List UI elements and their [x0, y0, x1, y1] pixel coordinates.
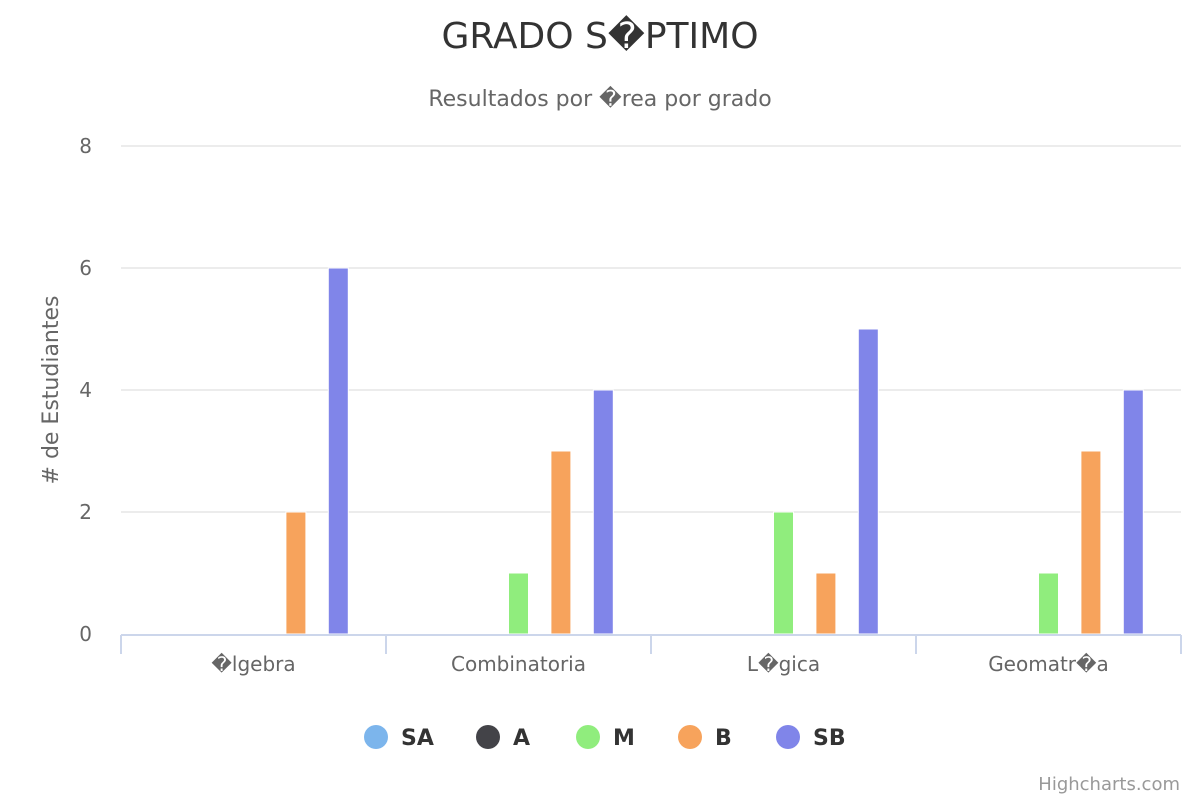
bar-m-2[interactable]: [773, 511, 794, 635]
y-tick-label: 2: [79, 500, 92, 524]
legend-label: B: [715, 726, 732, 751]
bar-m-1[interactable]: [508, 572, 529, 635]
bar-sb-2[interactable]: [857, 328, 879, 635]
chart-title: GRADO S�PTIMO: [441, 15, 758, 57]
x-tick-label: L�gica: [747, 652, 820, 676]
bar-b-2[interactable]: [815, 572, 837, 635]
bar-sb-1[interactable]: [592, 389, 614, 635]
bars: [285, 267, 1144, 635]
legend-item-b[interactable]: B: [678, 725, 732, 751]
gridlines: [121, 145, 1181, 513]
legend-label: A: [513, 726, 530, 751]
y-axis-ticks: 0 2 4 6 8: [79, 134, 92, 646]
legend-marker: [678, 725, 702, 749]
bar-sb-3[interactable]: [1122, 389, 1144, 635]
legend-label: M: [613, 726, 635, 751]
x-tick-label: Geomatr�a: [988, 652, 1109, 676]
legend-item-a[interactable]: A: [476, 725, 530, 751]
y-tick-label: 0: [79, 622, 92, 646]
bar-sb-0[interactable]: [327, 267, 349, 635]
bar-m-3[interactable]: [1038, 572, 1059, 635]
legend-label: SB: [813, 726, 846, 751]
legend-item-sb[interactable]: SB: [776, 725, 846, 751]
y-axis-title: # de Estudiantes: [39, 296, 64, 485]
y-tick-label: 6: [79, 256, 92, 280]
legend-marker: [476, 725, 500, 749]
legend-item-sa[interactable]: SA: [364, 725, 434, 751]
legend-marker: [364, 725, 388, 749]
chart-subtitle: Resultados por �rea por grado: [428, 85, 771, 112]
legend: SA A M B SB: [364, 725, 846, 751]
legend-label: SA: [401, 726, 434, 751]
legend-marker: [576, 725, 600, 749]
x-tick-label: Combinatoria: [451, 652, 586, 676]
legend-item-m[interactable]: M: [576, 725, 635, 751]
bar-b-1[interactable]: [550, 450, 572, 635]
x-axis: �lgebra Combinatoria L�gica Geomatr�a: [120, 634, 1182, 676]
legend-marker: [776, 725, 800, 749]
bar-b-0[interactable]: [285, 511, 307, 635]
bar-b-3[interactable]: [1080, 450, 1102, 635]
credits-link[interactable]: Highcharts.com: [1038, 774, 1180, 795]
y-tick-label: 4: [79, 378, 92, 402]
y-tick-label: 8: [79, 134, 92, 158]
x-tick-label: �lgebra: [211, 652, 295, 676]
